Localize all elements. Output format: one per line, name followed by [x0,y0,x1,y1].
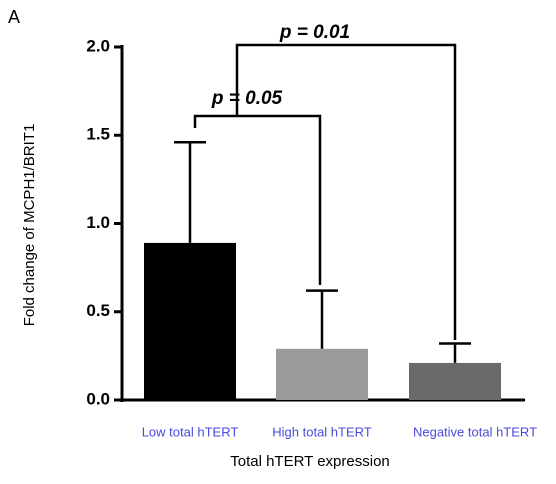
bar [144,242,236,400]
annotation: p = 0.05 [211,88,283,109]
x-axis-label: Total hTERT expression [230,453,390,470]
y-tick-label: 1.0 [86,213,110,232]
x-tick-label: High total hTERT [272,424,372,439]
x-tick-label: Low total hTERT [142,424,239,439]
y-tick-label: 1.5 [86,125,110,144]
x-tick-label: Negative total hTERT [413,424,537,439]
y-tick-label: 0.0 [86,389,110,408]
significance-bracket [193,114,322,285]
panel-label: A [8,7,20,27]
bar [276,348,368,400]
y-tick-label: 0.5 [86,301,110,320]
bar [409,362,501,400]
significance-bracket [235,43,457,340]
y-tick-label: 2.0 [86,36,110,55]
y-axis-label: Fold change of MCPH1/BRIT1 [21,124,38,327]
annotation: p = 0.01 [279,22,350,43]
